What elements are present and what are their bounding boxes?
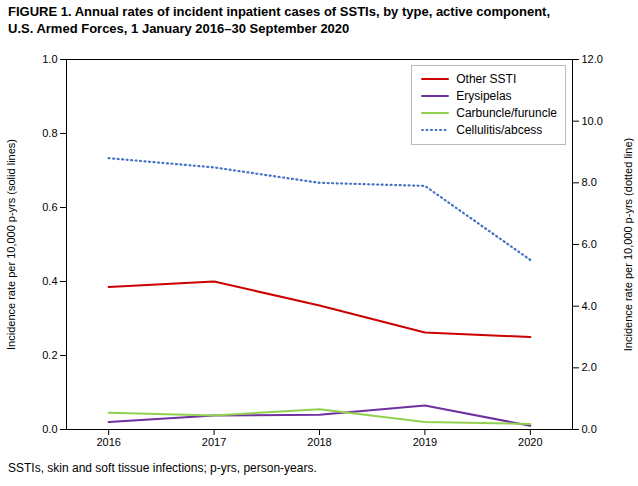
html-text:FIGURE 1. Annual rates of inci: FIGURE 1. Annual rates of incident inpat… <box>8 4 550 36</box>
html-text:Other SSTI: Other SSTI <box>456 71 517 86</box>
svg-text:8.0: 8.0 <box>582 176 597 188</box>
html-text:Cellulitis/abcess: Cellulitis/abcess <box>456 122 543 137</box>
svg-text:2018: 2018 <box>307 436 331 448</box>
svg-text:12.0: 12.0 <box>582 53 603 65</box>
svg-text:2019: 2019 <box>413 436 437 448</box>
svg-text:0.0: 0.0 <box>582 423 597 435</box>
svg-text:10.0: 10.0 <box>582 114 603 126</box>
html-text:Carbuncle/furuncle: Carbuncle/furuncle <box>456 105 557 120</box>
svg-text:0.6: 0.6 <box>42 201 57 213</box>
svg-text:2020: 2020 <box>518 436 542 448</box>
html-text:SSTIs, skin and soft tissue in: SSTIs, skin and soft tissue infections; … <box>8 460 317 475</box>
html-text:Erysipelas: Erysipelas <box>456 88 512 103</box>
svg-text:2016: 2016 <box>96 436 120 448</box>
svg-text:1.0: 1.0 <box>42 53 57 65</box>
svg-text:6.0: 6.0 <box>582 238 597 250</box>
svg-text:Incidence rate per 10,000 p-yr: Incidence rate per 10,000 p-yrs (dotted … <box>622 138 634 351</box>
svg-text:4.0: 4.0 <box>582 299 597 311</box>
svg-text:2017: 2017 <box>202 436 226 448</box>
svg-text:0.4: 0.4 <box>42 275 57 287</box>
svg-text:Incidence rate per 10,000 p-yr: Incidence rate per 10,000 p-yrs (solid l… <box>5 139 17 350</box>
svg-text:0.2: 0.2 <box>42 349 57 361</box>
svg-text:2.0: 2.0 <box>582 361 597 373</box>
svg-text:0.0: 0.0 <box>42 423 57 435</box>
svg-text:0.8: 0.8 <box>42 127 57 139</box>
